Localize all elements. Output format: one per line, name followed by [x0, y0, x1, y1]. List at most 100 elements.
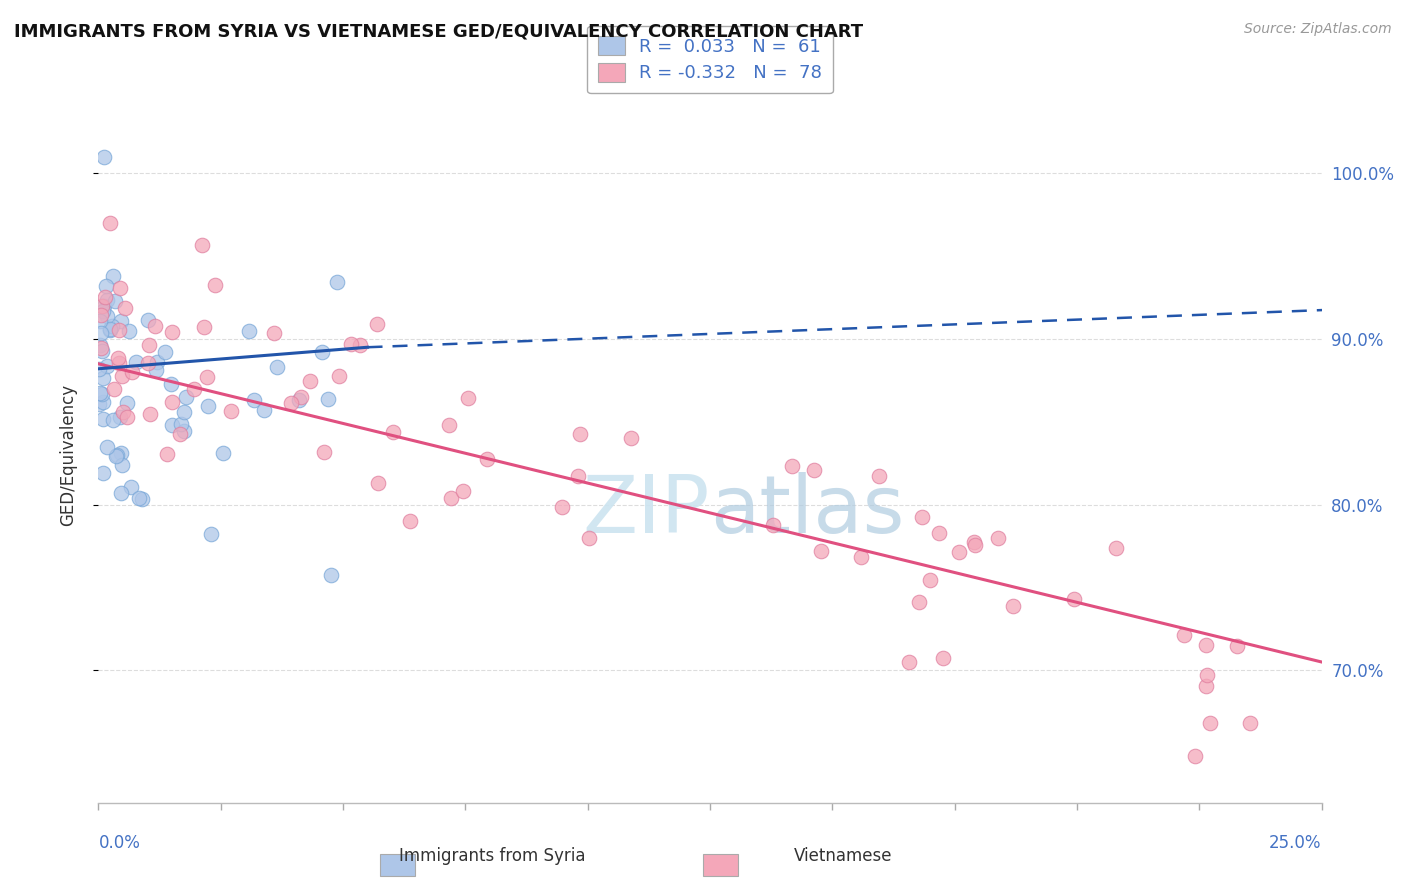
Point — [243, 392, 266, 407]
Point — [93, 150, 115, 164]
Point — [963, 535, 986, 549]
Point — [105, 450, 128, 464]
Point — [169, 426, 191, 441]
Point — [457, 392, 479, 406]
Point — [98, 216, 121, 230]
Legend: R =  0.033   N =  61, R = -0.332   N =  78: R = 0.033 N = 61, R = -0.332 N = 78 — [586, 26, 834, 93]
Point — [128, 491, 150, 505]
Point — [328, 369, 350, 384]
Point — [131, 491, 153, 506]
Text: ZIP: ZIP — [582, 472, 710, 549]
Point — [90, 344, 112, 359]
Point — [145, 362, 167, 376]
Point — [782, 459, 804, 474]
Point — [349, 338, 371, 352]
Point — [117, 324, 139, 338]
Point — [96, 293, 118, 308]
Point — [90, 308, 112, 322]
Point — [868, 469, 890, 483]
Point — [212, 445, 235, 459]
Point — [399, 515, 422, 529]
Point — [115, 409, 138, 424]
Point — [280, 396, 302, 410]
Text: 25.0%: 25.0% — [1270, 834, 1322, 852]
Point — [1105, 541, 1128, 555]
Point — [1063, 592, 1085, 607]
Point — [918, 573, 941, 587]
FancyBboxPatch shape — [703, 854, 738, 876]
Point — [1195, 680, 1218, 694]
Point — [253, 402, 276, 417]
Point — [907, 595, 929, 609]
Point — [1195, 638, 1218, 652]
Point — [316, 392, 339, 406]
Point — [963, 538, 986, 552]
Point — [204, 277, 226, 292]
Point — [1198, 716, 1220, 731]
Point — [551, 500, 574, 514]
Point — [103, 383, 125, 397]
Y-axis label: GED/Equivalency: GED/Equivalency — [59, 384, 77, 526]
Point — [290, 390, 312, 404]
Point — [101, 413, 124, 427]
Point — [143, 318, 166, 333]
Point — [366, 317, 388, 331]
Point — [103, 269, 125, 284]
Point — [105, 448, 128, 462]
Point — [160, 394, 183, 409]
Point — [321, 567, 343, 582]
Point — [174, 390, 197, 404]
Point — [1184, 749, 1206, 764]
Point — [111, 368, 134, 383]
Point — [160, 417, 183, 432]
Point — [98, 322, 121, 336]
Point — [115, 396, 138, 410]
Point — [110, 314, 132, 328]
Point — [91, 394, 114, 409]
Point — [110, 410, 132, 425]
Point — [311, 344, 333, 359]
Point — [146, 355, 169, 369]
Point — [263, 326, 285, 340]
Point — [266, 359, 288, 374]
Point — [1197, 668, 1219, 682]
Point — [156, 447, 179, 461]
Point — [312, 444, 335, 458]
Point — [1239, 716, 1261, 731]
Point — [567, 468, 589, 483]
Point — [110, 446, 132, 460]
Point — [911, 510, 934, 524]
Point — [928, 525, 950, 540]
Point — [136, 313, 159, 327]
Point — [93, 299, 115, 313]
Point — [89, 362, 111, 376]
Point — [160, 326, 183, 340]
Point — [948, 545, 970, 559]
Point — [381, 425, 404, 440]
Point — [288, 393, 311, 408]
Point — [897, 655, 920, 669]
Point — [153, 344, 176, 359]
Point — [987, 532, 1010, 546]
Point — [183, 383, 205, 397]
Point — [569, 426, 592, 441]
Point — [107, 356, 129, 370]
Text: 0.0%: 0.0% — [98, 834, 141, 852]
Point — [114, 301, 136, 315]
Point — [90, 341, 112, 355]
Point — [851, 549, 873, 564]
Point — [96, 359, 118, 373]
Point — [1226, 639, 1249, 653]
Point — [1173, 627, 1195, 641]
Point — [326, 275, 349, 289]
Point — [110, 458, 132, 472]
Point — [200, 526, 222, 541]
Point — [761, 517, 783, 532]
Point — [94, 290, 117, 304]
Point — [101, 318, 124, 333]
Point — [170, 417, 193, 432]
Point — [91, 303, 114, 318]
Point — [110, 486, 132, 500]
Text: Immigrants from Syria: Immigrants from Syria — [399, 847, 585, 865]
Text: Vietnamese: Vietnamese — [794, 847, 893, 865]
